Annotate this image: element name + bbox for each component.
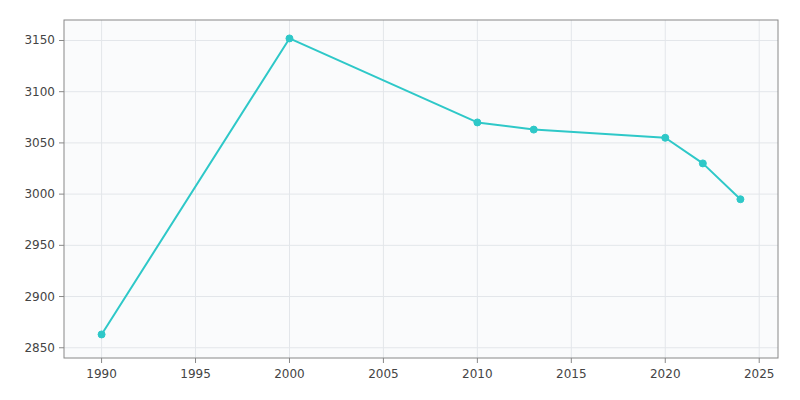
- plot-background: [64, 20, 778, 358]
- chart-svg: 1990 1995 2000 2005 2010 2015 2020 2025 2850 2900…: [0, 0, 800, 400]
- y-tick: [59, 347, 64, 348]
- y-tick-label: 3150: [24, 33, 55, 47]
- page: {"chart_data": {"type": "line", "x": [19…: [0, 0, 800, 400]
- y-tick-label: 2950: [24, 238, 55, 252]
- x-tick: [195, 358, 196, 363]
- plot-frame: [64, 20, 778, 358]
- x-grid-line: [759, 20, 760, 358]
- point: [699, 160, 706, 167]
- x-grid-line: [571, 20, 572, 358]
- x-grid-line: [101, 20, 102, 358]
- y-grid-line: [64, 194, 778, 195]
- x-tick-label: 2000: [274, 367, 305, 381]
- x-tick-label: 2015: [556, 367, 587, 381]
- grid: [64, 20, 778, 358]
- y-tick: [59, 245, 64, 246]
- point: [98, 331, 105, 338]
- x-grid-line: [665, 20, 666, 358]
- x-grid-line: [383, 20, 384, 358]
- y-grid-line: [64, 347, 778, 348]
- point: [737, 196, 744, 203]
- y-tick-label: 3000: [24, 187, 55, 201]
- line: [102, 38, 741, 334]
- x-tick: [571, 358, 572, 363]
- x-grid-line: [477, 20, 478, 358]
- point: [662, 134, 669, 141]
- point: [474, 119, 481, 126]
- x-tick-label: 1990: [86, 367, 117, 381]
- x-tick-label: 2010: [462, 367, 493, 381]
- y-tick: [59, 40, 64, 41]
- x-tick: [665, 358, 666, 363]
- y-grid-line: [64, 91, 778, 92]
- point: [530, 126, 537, 133]
- x-grid-line: [289, 20, 290, 358]
- x-tick: [289, 358, 290, 363]
- axes: 1990 1995 2000 2005 2010 2015 2020 2025 2850 2900…: [24, 33, 774, 381]
- y-grid-line: [64, 40, 778, 41]
- x-grid-line: [195, 20, 196, 358]
- y-grid-line: [64, 296, 778, 297]
- x-tick: [383, 358, 384, 363]
- y-tick: [59, 194, 64, 195]
- y-tick: [59, 142, 64, 143]
- y-grid-line: [64, 245, 778, 246]
- x-tick: [101, 358, 102, 363]
- x-tick-label: 2005: [368, 367, 399, 381]
- point: [286, 35, 293, 42]
- y-tick: [59, 296, 64, 297]
- x-tick-label: 2020: [650, 367, 681, 381]
- x-tick: [759, 358, 760, 363]
- y-tick-label: 3050: [24, 136, 55, 150]
- x-tick-label: 2025: [744, 367, 775, 381]
- y-tick-label: 2850: [24, 341, 55, 355]
- x-tick-label: 1995: [180, 367, 211, 381]
- x-tick: [477, 358, 478, 363]
- data-layer: [98, 35, 744, 338]
- y-tick-label: 2900: [24, 290, 55, 304]
- y-tick-label: 3100: [24, 85, 55, 99]
- y-tick: [59, 91, 64, 92]
- chart-container: 1990 1995 2000 2005 2010 2015 2020 2025 2850 2900…: [0, 0, 800, 400]
